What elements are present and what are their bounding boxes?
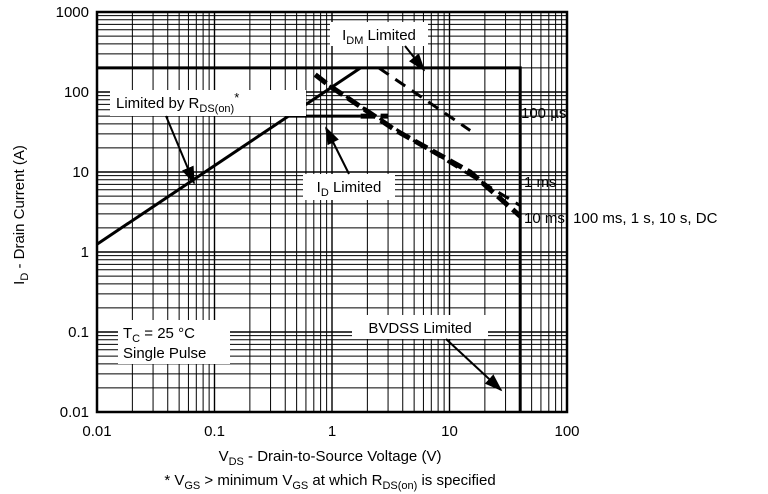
annotation-box-bvdss bbox=[352, 315, 488, 339]
footnote: * VGS > minimum VGS at which RDS(on) is … bbox=[164, 472, 495, 492]
arrow-idm bbox=[404, 45, 426, 72]
annotation-single-pulse: Single Pulse bbox=[123, 345, 206, 362]
label-dc: 10 ms, 100 ms, 1 s, 10 s, DC bbox=[524, 210, 718, 227]
x-tick-label: 100 bbox=[554, 423, 579, 440]
label-100us: 100 µs bbox=[521, 105, 566, 122]
annotation-box-rds bbox=[110, 90, 306, 116]
arrow-id bbox=[325, 126, 350, 175]
series-lines bbox=[96, 66, 522, 412]
annotation-box-id bbox=[303, 174, 395, 200]
y-tick-label: 0.01 bbox=[60, 404, 89, 421]
x-tick-label: 1 bbox=[328, 423, 336, 440]
series-line-idm bbox=[97, 66, 522, 412]
y-tick-label: 0.1 bbox=[68, 324, 89, 341]
plot-frame bbox=[95, 10, 569, 414]
annotation-id-limited: ID Limited bbox=[317, 179, 382, 199]
annotation-box-conditions bbox=[118, 320, 230, 364]
y-tick-label: 1 bbox=[81, 244, 89, 261]
series-line-rds bbox=[96, 66, 362, 246]
label-1ms: 1 ms bbox=[524, 174, 557, 191]
x-axis-label: VDS - Drain-to-Source Voltage (V) bbox=[219, 448, 442, 468]
series-line-us100 bbox=[377, 66, 472, 132]
x-tick-label: 0.1 bbox=[204, 423, 225, 440]
annotation-bvdss-limited: BVDSS Limited bbox=[368, 320, 471, 337]
grid-lines bbox=[97, 12, 567, 412]
plot-area bbox=[95, 10, 569, 414]
annotation-tc: TC = 25 °C bbox=[123, 325, 195, 345]
annotation-box-idm bbox=[330, 22, 428, 46]
arrow-bvdss bbox=[445, 338, 503, 392]
x-tick-label: 0.01 bbox=[82, 423, 111, 440]
y-axis-label: ID - Drain Current (A) bbox=[11, 145, 31, 285]
annotation-rds-limited: Limited by RDS(on)* bbox=[116, 90, 239, 115]
y-tick-label: 10 bbox=[72, 164, 89, 181]
annotation-idm-limited: IDM Limited bbox=[342, 27, 416, 47]
tick-labels: 0.01 0.1 1 10 100 0.01 0.1 1 10 100 1000 bbox=[56, 4, 580, 440]
y-tick-label: 1000 bbox=[56, 4, 89, 21]
x-tick-label: 10 bbox=[441, 423, 458, 440]
series-line-dc bbox=[313, 72, 522, 219]
arrow-rds bbox=[165, 115, 195, 185]
y-tick-label: 100 bbox=[64, 84, 89, 101]
